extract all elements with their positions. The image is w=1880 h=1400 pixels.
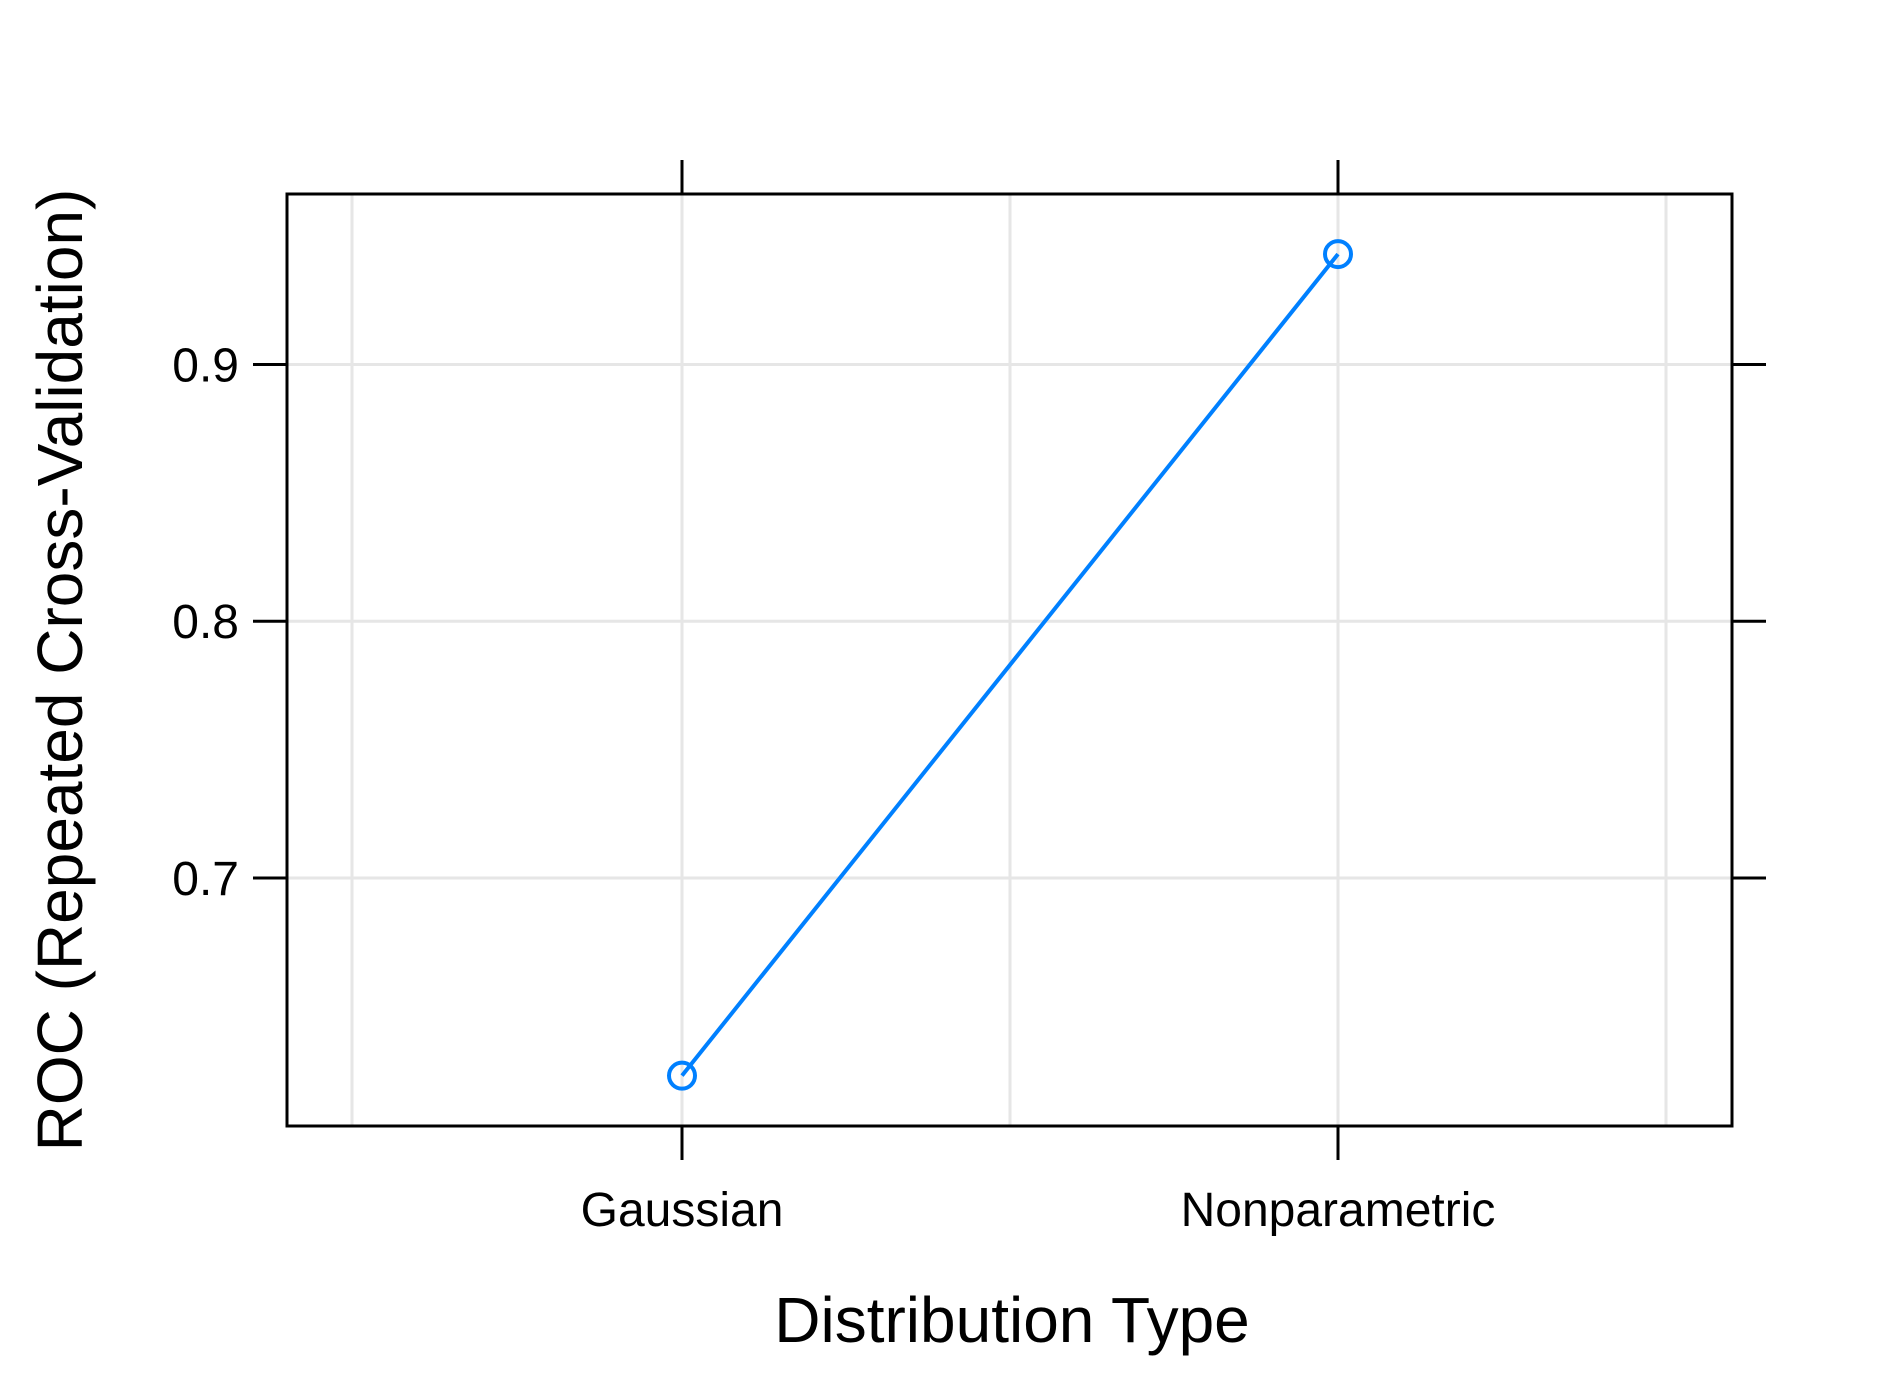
series xyxy=(667,239,1353,1091)
series-line xyxy=(680,252,1340,1077)
x-tick-label: Gaussian xyxy=(581,1184,784,1237)
data-point xyxy=(667,1060,697,1091)
axes xyxy=(285,192,1734,1128)
ticks: Gaussian Nonparametric 0.7 0.8 0.9 xyxy=(172,160,1766,1237)
plot-frame xyxy=(285,192,1734,1128)
y-tick-label: 0.8 xyxy=(172,596,239,649)
y-axis-title: ROC (Repeated Cross-Validation) xyxy=(24,189,96,1152)
x-axis-title: Distribution Type xyxy=(774,1284,1250,1356)
data-point xyxy=(1323,239,1353,270)
y-tick-label: 0.7 xyxy=(172,853,239,906)
grid xyxy=(287,194,1732,1126)
x-tick-label: Nonparametric xyxy=(1181,1184,1496,1237)
y-tick-label: 0.9 xyxy=(172,339,239,392)
